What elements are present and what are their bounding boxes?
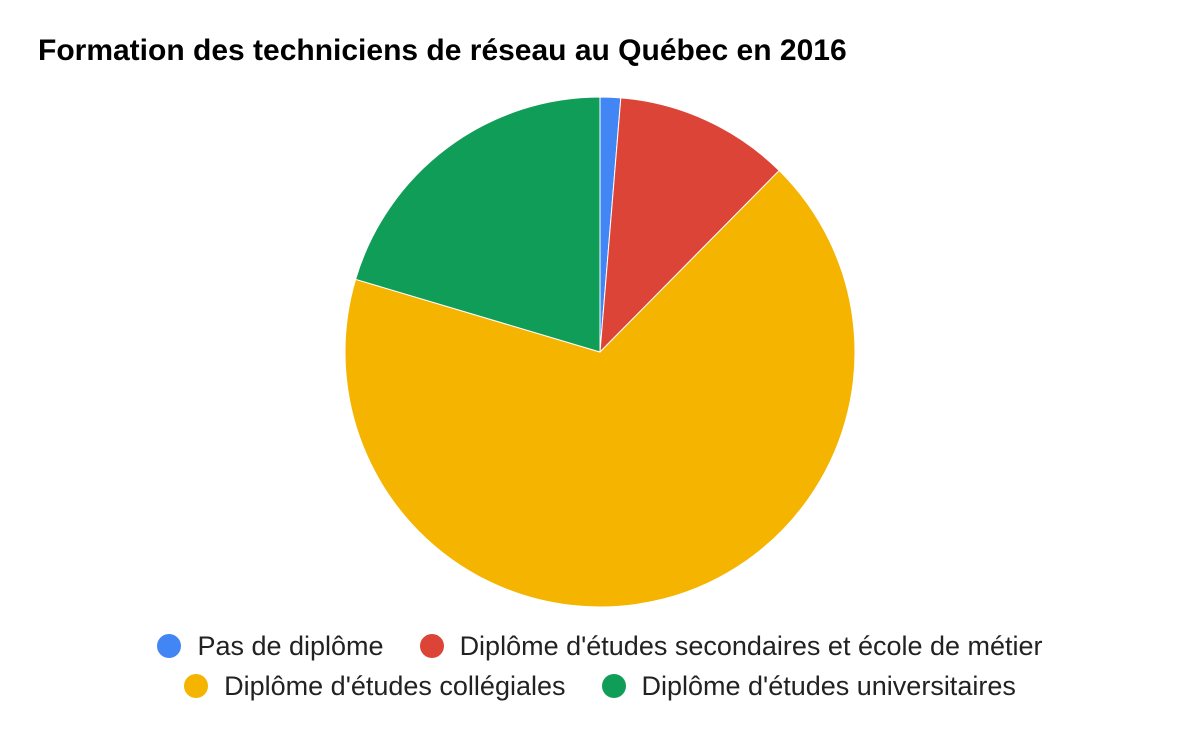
legend-row-1: Pas de diplôme Diplôme d'études secondai… [0,626,1200,666]
legend-label-universitaires: Diplôme d'études universitaires [641,670,1016,701]
legend-item-collegiales[interactable]: Diplôme d'études collégiales [184,670,566,702]
legend-item-secondaires[interactable]: Diplôme d'études secondaires et école de… [419,630,1043,662]
legend-label-secondaires: Diplôme d'études secondaires et école de… [459,630,1043,661]
pie-slices [344,96,856,608]
chart-legend: Pas de diplôme Diplôme d'études secondai… [0,626,1200,706]
legend-swatch-secondaires [419,634,444,658]
legend-row-2: Diplôme d'études collégiales Diplôme d'é… [0,666,1200,706]
legend-item-universitaires[interactable]: Diplôme d'études universitaires [601,670,1016,702]
legend-item-pas-de-diplome[interactable]: Pas de diplôme [157,630,384,662]
pie-slice-3[interactable] [354,96,601,353]
pie-slice-1[interactable] [599,97,780,354]
legend-swatch-universitaires [601,674,626,698]
legend-label-collegiales: Diplôme d'études collégiales [224,670,566,701]
legend-swatch-collegiales [184,674,209,698]
chart-title: Formation des techniciens de réseau au Q… [38,34,847,67]
pie-slice-2[interactable] [344,169,856,608]
legend-swatch-pas-de-diplome [157,634,182,658]
legend-label-pas-de-diplome: Pas de diplôme [197,630,384,661]
